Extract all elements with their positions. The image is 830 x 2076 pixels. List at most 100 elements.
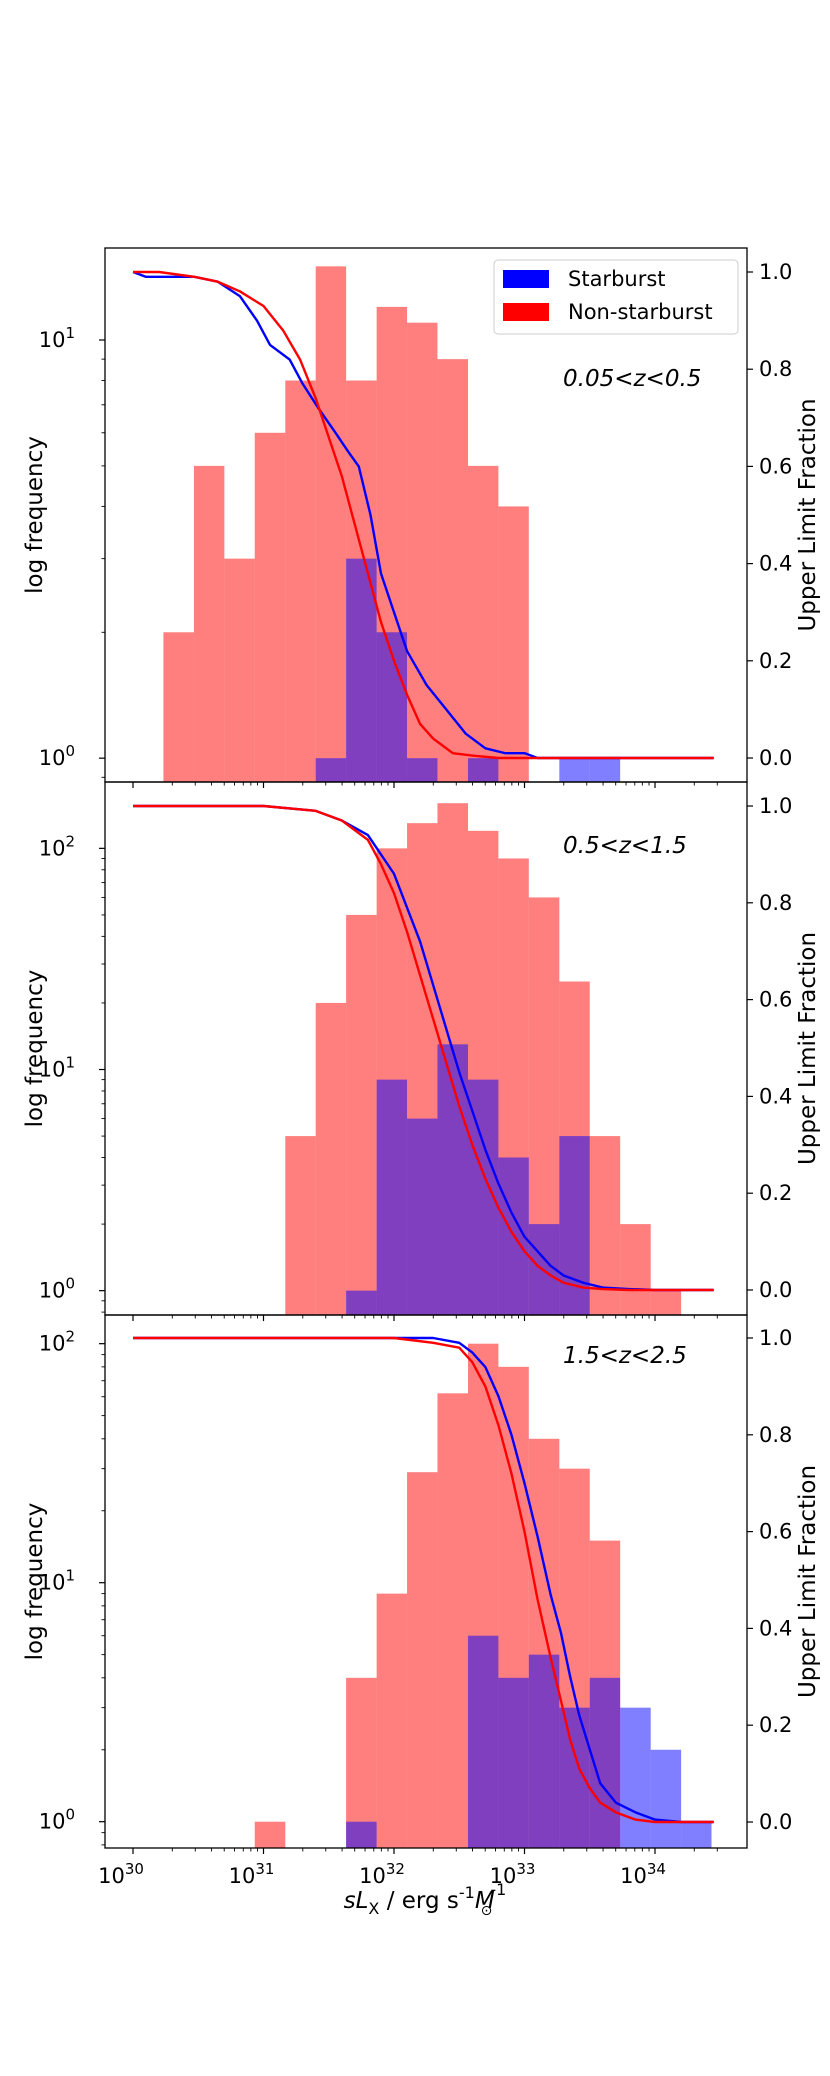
x-tick-exp: 31 [255, 1860, 274, 1878]
x-label-part: -1 [490, 1880, 506, 1899]
x-tick-label: 1034 [620, 1860, 666, 1888]
y-tick-exp: 0 [65, 1275, 75, 1293]
nonstarburst-bar [346, 914, 377, 1315]
starburst-bar [315, 758, 347, 782]
x-tick-exp: 34 [647, 1860, 666, 1878]
starburst-bar [498, 1677, 529, 1848]
nonstarburst-bar [193, 465, 225, 782]
y-tick-exp: 2 [65, 832, 75, 850]
nonstarburst-bar [285, 380, 316, 782]
y-tick-base: 10 [39, 1058, 66, 1082]
nonstarburst-bar [224, 558, 255, 782]
y-tick-exp: 2 [65, 1328, 75, 1346]
left-axis-label: log frequency [22, 436, 48, 594]
y-tick-label: 102 [39, 1328, 75, 1356]
starburst-bar [376, 1079, 408, 1315]
nonstarburst-bar [407, 1472, 438, 1848]
x-tick-label: 1031 [229, 1860, 275, 1888]
right-axis-label: Upper Limit Fraction [795, 398, 821, 631]
x-label-part: ⊙ [481, 1903, 493, 1919]
right-tick-label: 0.4 [759, 1084, 792, 1108]
y-tick-label: 101 [39, 1054, 75, 1082]
x-tick-base: 10 [359, 1864, 386, 1888]
x-tick-base: 10 [98, 1864, 125, 1888]
y-tick-base: 10 [39, 746, 66, 770]
legend-box [493, 259, 739, 335]
redshift-range-label: 1.5<z<2.5 [563, 1343, 687, 1369]
x-tick-exp: 30 [125, 1860, 144, 1878]
right-tick-label: 1.0 [759, 1326, 792, 1350]
nonstarburst-upper-limit-line [133, 1336, 714, 1824]
nonstarburst-bar [376, 1593, 408, 1848]
legend: Starburst Non-starburst [493, 259, 739, 335]
left-axis-label: log frequency [22, 1503, 48, 1661]
y-tick-label: 100 [39, 1275, 75, 1303]
x-tick-base: 10 [229, 1864, 256, 1888]
nonstarburst-bar [285, 1136, 316, 1315]
x-label-part: / erg s [379, 1888, 458, 1914]
right-tick-label: 1.0 [759, 260, 792, 284]
nonstarburst-bar [254, 1821, 286, 1848]
y-tick-label: 101 [39, 324, 75, 352]
legend-label: Starburst [568, 267, 666, 291]
starburst-bar [346, 558, 377, 782]
right-tick-label: 0.4 [759, 1616, 792, 1640]
y-tick-exp: 0 [65, 1806, 75, 1824]
redshift-range-label: 0.05<z<0.5 [563, 366, 701, 392]
starburst-bar [589, 758, 621, 782]
x-tick-label: 1032 [359, 1860, 405, 1888]
right-tick-label: 0.8 [759, 357, 792, 381]
nonstarburst-bar [498, 506, 529, 782]
x-tick-label: 1033 [490, 1860, 536, 1888]
starburst-bar [528, 1654, 560, 1848]
right-tick-label: 0.2 [759, 1713, 792, 1737]
starburst-bar [346, 1290, 377, 1315]
x-tick-base: 10 [620, 1864, 647, 1888]
y-tick-exp: 1 [65, 1054, 75, 1072]
x-tick-label: 1030 [98, 1860, 144, 1888]
starburst-bar [650, 1749, 682, 1848]
right-axis-label: Upper Limit Fraction [795, 1465, 821, 1698]
legend-swatch [503, 303, 549, 321]
y-tick-exp: 1 [65, 1567, 75, 1585]
nonstarburst-bar [620, 1224, 651, 1315]
starburst-bar [559, 758, 590, 782]
nonstarburst-bar [315, 266, 347, 782]
legend-swatch [503, 270, 549, 288]
left-axis-label: log frequency [22, 970, 48, 1128]
y-tick-exp: 1 [65, 324, 75, 342]
starburst-bar [346, 1821, 377, 1848]
nonstarburst-bar [437, 1393, 468, 1848]
nonstarburst-bar [346, 1677, 377, 1848]
right-tick-label: 0.8 [759, 891, 792, 915]
nonstarburst-bar [254, 432, 286, 782]
y-tick-label: 102 [39, 832, 75, 860]
starburst-bar [681, 1821, 712, 1848]
y-tick-base: 10 [39, 836, 66, 860]
starburst-bar [407, 758, 438, 782]
right-tick-label: 0.0 [759, 1278, 792, 1302]
y-tick-exp: 0 [65, 742, 75, 760]
nonstarburst-bar [437, 359, 468, 782]
y-tick-base: 10 [39, 1332, 66, 1356]
right-tick-label: 0.2 [759, 649, 792, 673]
x-label-part: -1 [459, 1883, 475, 1902]
right-tick-label: 0.2 [759, 1181, 792, 1205]
starburst-bar [620, 1707, 651, 1848]
nonstarburst-upper-limit-line [133, 270, 714, 760]
right-axis-label: Upper Limit Fraction [795, 932, 821, 1165]
y-tick-label: 100 [39, 742, 75, 770]
nonstarburst-upper-limit-line [133, 804, 714, 1292]
right-tick-label: 0.6 [759, 1520, 792, 1544]
starburst-bar [437, 1044, 468, 1315]
x-label-part: M [475, 1888, 495, 1914]
y-tick-base: 10 [39, 1571, 66, 1595]
x-tick-exp: 33 [516, 1860, 535, 1878]
y-tick-label: 101 [39, 1567, 75, 1595]
starburst-upper-limit-line [132, 270, 714, 760]
y-tick-label: 100 [39, 1806, 75, 1834]
x-label-part: X [368, 1899, 379, 1918]
